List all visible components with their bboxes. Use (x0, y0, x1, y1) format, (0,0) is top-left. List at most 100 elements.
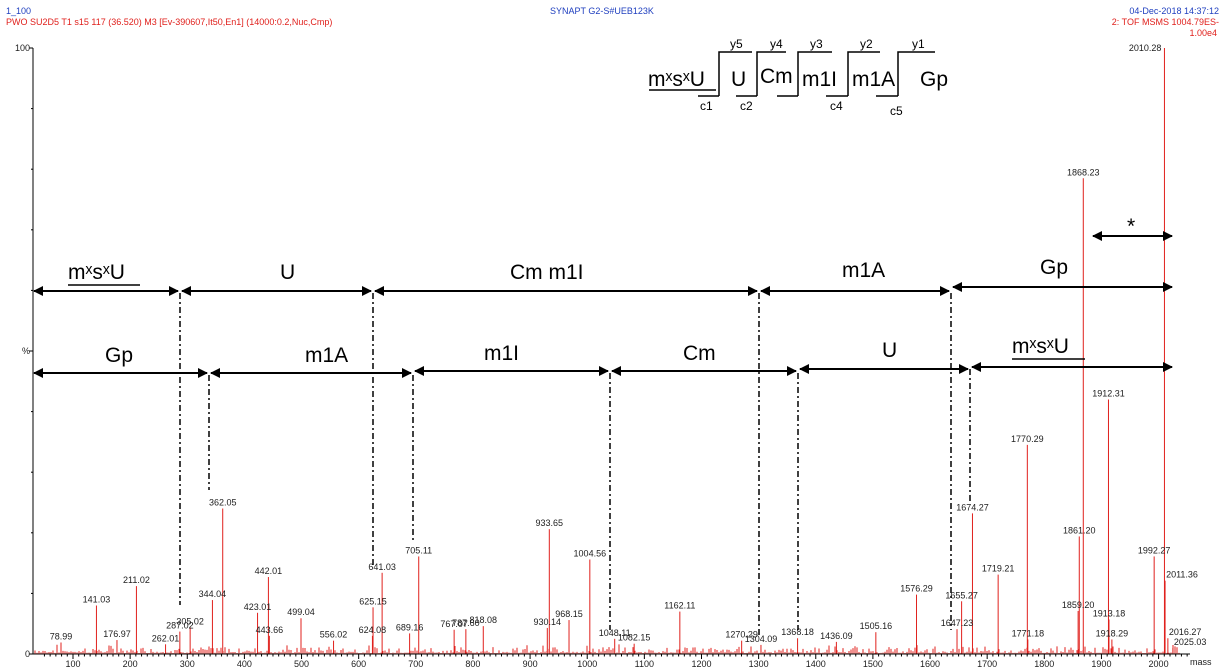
x-tick-label: 200 (123, 659, 138, 669)
x-tick-label: 700 (408, 659, 423, 669)
x-tick-label: 1400 (806, 659, 826, 669)
y-tick-label: 0 (25, 649, 30, 659)
peak-label: 1647.23 (941, 618, 974, 628)
peak-label: 1674.27 (956, 502, 989, 512)
peak-label: 423.01 (244, 602, 272, 612)
baseline-noise (34, 644, 1180, 654)
peak-label: 344.04 (199, 589, 227, 599)
x-tick-label: 1900 (1091, 659, 1111, 669)
peak-label: 556.02 (320, 630, 348, 640)
residue-mxsxu: mˣsˣU (648, 68, 705, 91)
bottom-label-u: U (882, 339, 897, 362)
ion-y1: y1 (912, 37, 925, 51)
x-tick-label: 1300 (749, 659, 769, 669)
peak-label: 767.07 (440, 619, 468, 629)
peak-label: 818.08 (470, 615, 498, 625)
x-axis-label: mass (1190, 657, 1212, 667)
residue-gp: Gp (920, 68, 948, 91)
x-tick-label: 1100 (635, 659, 654, 669)
fragment-ladders: * mˣsˣU U Cm m1I m1A Gp Gp m1A m1I Cm U … (33, 215, 1173, 635)
peak-label: 1576.29 (900, 584, 933, 594)
sequence-diagram: mˣsˣU U Cm m1I m1A Gp y5 y4 y3 y2 y1 c1 … (648, 37, 948, 118)
ion-c4: c4 (830, 99, 843, 113)
sample-line: PWO SU2D5 T1 s15 117 (36.520) M3 [Ev-390… (6, 17, 333, 27)
ion-y5: y5 (730, 37, 743, 51)
top-label-mxsxu: mˣsˣU (68, 261, 125, 284)
star-annotation: * (1127, 215, 1135, 238)
peak-label: 1859.20 (1062, 600, 1095, 610)
peak-label: 1436.09 (820, 631, 853, 641)
peak-label: 2025.03 (1174, 637, 1207, 647)
x-tick-label: 1800 (1034, 659, 1054, 669)
peak-label: 442.01 (255, 566, 283, 576)
x-tick-label: 1000 (577, 659, 597, 669)
peak-label: 78.99 (50, 631, 73, 641)
peak-label: 1771.18 (1012, 628, 1045, 638)
x-tick-label: 900 (523, 659, 538, 669)
peak-label: 930.14 (534, 617, 562, 627)
peak-label: 141.03 (83, 595, 111, 605)
residue-cm: Cm (760, 65, 793, 88)
ion-c1: c1 (700, 99, 713, 113)
peak-label: 1162.11 (664, 601, 695, 611)
ion-y3: y3 (810, 37, 823, 51)
x-tick-label: 1700 (977, 659, 997, 669)
x-tick-label: 100 (65, 659, 80, 669)
peak-label: 625.15 (359, 596, 387, 606)
peak-label: 1770.29 (1011, 434, 1044, 444)
peak-label: 1918.29 (1096, 628, 1129, 638)
peak-label: 968.15 (555, 609, 583, 619)
x-tick-label: 800 (465, 659, 480, 669)
peak-label: 262.01 (152, 633, 180, 643)
peak-label: 211.02 (123, 575, 150, 585)
x-tick-label: 1600 (920, 659, 940, 669)
peak-label: 1304.09 (745, 634, 778, 644)
peak-label: 1048.11 (599, 628, 631, 638)
x-tick-label: 400 (237, 659, 252, 669)
peak-label: 362.05 (209, 498, 237, 508)
residue-m1i: m1I (802, 68, 837, 91)
residue-m1a: m1A (852, 68, 895, 91)
peak-label: 305.02 (176, 616, 204, 626)
y-ticks: 0% 100 (15, 43, 33, 659)
peak-label: 1004.56 (574, 548, 607, 558)
top-label-u: U (280, 261, 295, 284)
bottom-label-cm: Cm (683, 342, 716, 365)
peak-label: 499.04 (287, 607, 315, 617)
x-tick-label: 600 (351, 659, 366, 669)
bottom-label-m1i: m1I (484, 342, 519, 365)
peak-label: 624.08 (359, 625, 387, 635)
y-tick-label: 100 (15, 43, 30, 53)
y-tick-label: % (22, 346, 30, 356)
x-tick-label: 1200 (691, 659, 711, 669)
ion-y2: y2 (860, 37, 873, 51)
peak-labels-layer: 78.99 141.03 176.97 211.02 262.01 287.02305.0… (50, 43, 1207, 647)
peak-label: 1505.16 (860, 621, 893, 631)
top-label-m1a: m1A (842, 259, 885, 282)
date-time: 04-Dec-2018 14:37:12 (1129, 6, 1219, 16)
peak-label: 1913.18 (1093, 608, 1126, 618)
peak-label: 1868.23 (1067, 167, 1100, 177)
top-label-gp: Gp (1040, 256, 1068, 279)
peak-label: 176.97 (103, 629, 131, 639)
peak-label: 2016.27 (1169, 627, 1202, 637)
peak-label: 1368.18 (781, 627, 814, 637)
peak-label: 1992.27 (1138, 545, 1171, 555)
bottom-label-gp: Gp (105, 344, 133, 367)
x-tick-label: 2000 (1149, 659, 1169, 669)
peak-label: 1912.31 (1092, 388, 1125, 398)
x-tick-label: 300 (180, 659, 195, 669)
peak-label: 443.66 (256, 625, 284, 635)
peak-label: 1719.21 (982, 564, 1015, 574)
ion-c2: c2 (740, 99, 753, 113)
top-label-cm-m1i: Cm m1I (510, 261, 584, 284)
peak-label: 705.11 (405, 545, 432, 555)
peak-label: 1270.29 (725, 630, 758, 640)
peak-label: 689.16 (396, 622, 424, 632)
peak-label: 933.65 (536, 518, 564, 528)
peak-label: 2010.28 (1129, 43, 1162, 53)
bottom-label-mxsxu: mˣsˣU (1012, 335, 1069, 358)
ion-y4: y4 (770, 37, 783, 51)
x-ticks: 100 200 300 400 500 600 700 800 900 1000 1100 1200 1… (43, 654, 1188, 669)
residue-u: U (731, 68, 746, 91)
